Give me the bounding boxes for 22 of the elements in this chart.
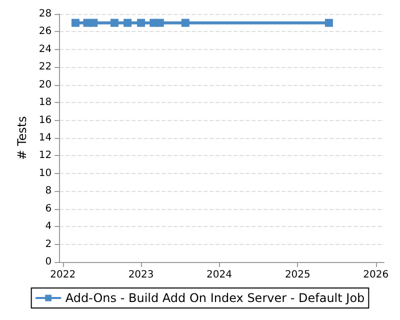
x-tick-label: 2024 bbox=[206, 270, 232, 280]
y-tick-label: 2 bbox=[45, 238, 52, 250]
y-tick-label: 10 bbox=[38, 168, 52, 179]
y-tick-label: 22 bbox=[38, 62, 52, 73]
y-axis-title: # Tests bbox=[15, 116, 29, 160]
y-tick-label: 12 bbox=[38, 150, 52, 162]
y-tick-label: 26 bbox=[38, 26, 52, 38]
y-tick-label: 8 bbox=[45, 186, 52, 197]
y-tick-label: 6 bbox=[45, 203, 52, 214]
y-tick-label: 4 bbox=[45, 221, 52, 232]
y-tick-label: 20 bbox=[38, 79, 52, 90]
y-tick-label: 28 bbox=[38, 8, 52, 20]
y-tick-label: 14 bbox=[38, 132, 52, 144]
y-tick-label: 16 bbox=[38, 114, 52, 126]
legend-label: Add-Ons - Build Add On Index Server - Default Job bbox=[65, 291, 365, 305]
x-tick-label: 2023 bbox=[128, 270, 154, 280]
y-tick-label: 0 bbox=[45, 256, 52, 268]
y-tick-label: 18 bbox=[38, 97, 52, 108]
x-tick-label: 2026 bbox=[363, 270, 389, 280]
x-tick-label: 2025 bbox=[284, 270, 310, 280]
x-tick-label: 2022 bbox=[50, 270, 76, 280]
y-tick-label: 24 bbox=[38, 44, 52, 55]
